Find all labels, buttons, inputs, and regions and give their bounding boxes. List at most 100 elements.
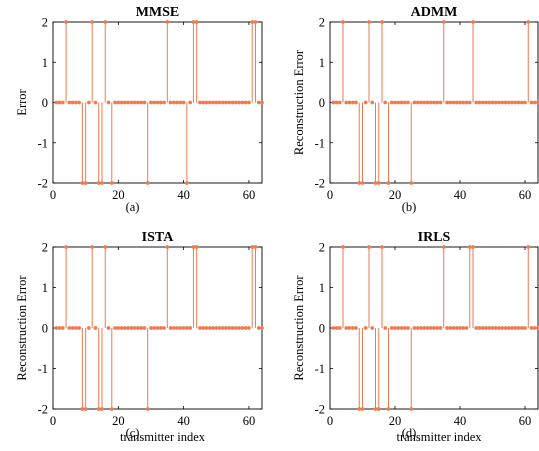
y-tick-label: -1 (38, 362, 48, 376)
stem-marker (516, 100, 521, 105)
y-tick-label: -1 (38, 136, 48, 150)
stem-marker (406, 100, 410, 105)
stem-marker (149, 326, 153, 330)
stem-marker (250, 245, 255, 249)
stem-marker (513, 326, 518, 330)
stem-marker (477, 326, 482, 330)
stem-marker (380, 20, 384, 24)
stem-marker (373, 181, 378, 185)
stem-marker (87, 326, 91, 330)
stem-marker (256, 100, 261, 105)
stem-marker (497, 100, 501, 105)
stem-marker (406, 326, 410, 330)
y-tick-label: 2 (42, 16, 48, 30)
y-axis-label: Reconstruction Error (292, 49, 306, 155)
stem-marker (224, 100, 228, 105)
stem-marker (201, 326, 206, 330)
stem-marker (233, 100, 238, 105)
stem-marker (64, 245, 68, 249)
stem-marker (396, 326, 401, 330)
stem-marker (73, 100, 78, 105)
stem-marker (103, 245, 108, 249)
stem-marker (461, 100, 466, 105)
stem-marker (493, 326, 498, 330)
stem-marker (211, 326, 215, 330)
stem-marker (350, 326, 355, 330)
panel-label: (a) (126, 200, 140, 214)
stem-marker (519, 100, 524, 105)
stem-marker (158, 100, 163, 105)
stem-marker (211, 100, 215, 105)
stem-marker (529, 326, 534, 330)
stem-marker (243, 326, 248, 330)
stem-marker (227, 100, 232, 105)
stem-marker (386, 181, 391, 185)
stem-marker (334, 100, 339, 105)
stem-marker (54, 100, 59, 105)
stem-marker (497, 326, 501, 330)
stem-marker (250, 20, 255, 24)
stem-marker (240, 100, 245, 105)
y-tick-label: -1 (315, 136, 325, 150)
stem-marker (373, 407, 378, 411)
x-axis-label: transmitter index (120, 430, 206, 444)
stem-marker (354, 326, 358, 330)
stem-marker (503, 100, 508, 105)
stem-marker (454, 100, 459, 105)
stem-marker (247, 100, 251, 105)
stem-marker (256, 326, 261, 330)
stem-marker (490, 100, 495, 105)
stem-marker (357, 181, 362, 185)
stem-marker (165, 245, 170, 249)
stem-marker (532, 100, 537, 105)
stem-marker (96, 181, 101, 185)
stem-marker (380, 245, 384, 249)
stem-marker (126, 100, 131, 105)
stem-marker (247, 326, 251, 330)
stem-marker (100, 407, 104, 411)
y-tick-label: 1 (42, 281, 48, 295)
stem-marker (113, 100, 117, 105)
stem-marker (129, 100, 134, 105)
stem-marker (467, 100, 472, 105)
stem-marker (243, 100, 248, 105)
stem-marker (136, 326, 140, 330)
stem-marker (188, 326, 193, 330)
stem-marker (230, 100, 235, 105)
stem-marker (171, 326, 176, 330)
stem-marker (260, 326, 264, 330)
stem-marker (451, 326, 456, 330)
stem-marker (145, 181, 150, 185)
y-axis-label: Error (15, 88, 29, 115)
stem-marker (383, 326, 388, 330)
stem-marker (77, 100, 82, 105)
stem-marker (194, 20, 199, 24)
y-tick-label: 2 (319, 16, 325, 30)
y-tick-label: 0 (319, 322, 325, 336)
stem-marker (207, 100, 212, 105)
stem-marker (399, 326, 404, 330)
y-tick-label: 0 (319, 96, 325, 110)
stem-marker (425, 326, 430, 330)
stem-marker (526, 20, 531, 24)
stem-marker (334, 326, 339, 330)
stem-marker (337, 100, 342, 105)
stem-marker (370, 100, 375, 105)
x-tick-label: 20 (389, 188, 402, 202)
stem-marker (331, 326, 336, 330)
stem-marker (477, 100, 482, 105)
stem-marker (350, 100, 355, 105)
stem-marker (175, 326, 179, 330)
stem-marker (445, 100, 449, 105)
x-tick-label: 60 (243, 188, 256, 202)
x-tick-label: 20 (389, 414, 402, 428)
stem-marker (233, 326, 238, 330)
stem-marker (191, 20, 196, 24)
stem-marker (428, 100, 433, 105)
stem-marker (402, 326, 407, 330)
stem-marker (428, 326, 433, 330)
stem-marker (116, 326, 121, 330)
stem-marker (347, 100, 352, 105)
stem-marker (506, 326, 511, 330)
stem-marker (523, 100, 527, 105)
